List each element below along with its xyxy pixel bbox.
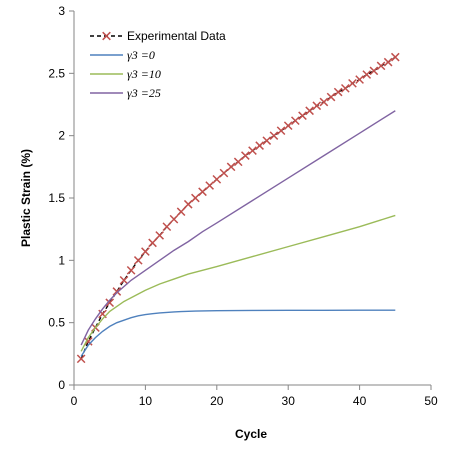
series-0 [76,52,400,364]
data-point-marker [269,131,279,140]
data-point-marker [355,75,364,84]
legend-entry-1: γ3 =0 [90,48,155,62]
x-tick-label: 50 [424,394,438,408]
y-tick-label: 2.5 [48,66,65,80]
data-point-marker [219,168,229,178]
data-point-marker [283,121,293,131]
series-line [80,56,396,360]
y-tick-label: 1.5 [48,191,65,205]
data-point-marker [233,157,243,167]
series-line [80,214,396,352]
data-point-marker [326,92,336,102]
axes: 00.511.522.530 10 20 30 40 50 [48,4,438,408]
data-point-marker [241,151,250,160]
data-point-marker [126,265,136,275]
series-3 [80,110,396,346]
x-tick-label: 0 [71,394,78,408]
y-tick-label: 0 [58,378,65,392]
data-point-marker [262,136,272,145]
data-point-marker [390,52,400,62]
data-point-marker [226,162,236,172]
data-point-marker [276,126,286,136]
legend-label: Experimental Data [127,29,226,43]
data-point-marker [291,116,300,126]
data-point-marker [198,187,207,197]
data-point-marker [155,231,165,240]
x-tick-label: 40 [353,394,367,408]
data-point-marker [176,207,186,217]
data-point-marker [248,146,257,155]
data-point-marker [205,181,214,190]
data-point-marker [112,287,122,296]
legend-entry-0: Experimental Data [90,29,226,43]
data-point-marker [383,57,393,67]
x-tick-label: 30 [282,394,296,408]
y-tick-label: 1 [58,253,65,267]
data-point-marker [376,61,386,71]
legend-label: γ3 =25 [127,86,161,100]
data-point-marker [183,199,193,209]
data-point-marker [212,174,222,184]
x-tick-label: 20 [210,394,224,408]
data-point-marker [340,83,350,93]
data-point-marker [76,354,86,364]
data-point-marker [319,97,329,107]
y-tick-label: 3 [58,4,65,18]
data-point-marker [362,70,372,79]
y-tick-label: 2 [58,129,65,143]
y-axis-title: Plastic Strain (%) [19,149,33,247]
x-tick-label: 10 [139,394,153,408]
legend-label: γ3 =0 [127,48,155,62]
series-line [80,309,396,357]
series-layer [76,52,400,364]
series-1 [80,309,396,357]
data-point-marker [169,214,179,224]
data-point-marker [348,78,357,88]
legend-label: γ3 =10 [127,67,161,81]
data-point-marker [148,238,157,248]
data-point-marker [191,193,200,203]
data-point-marker [133,256,143,265]
data-point-marker [333,87,343,97]
data-point-marker [162,222,172,232]
data-point-marker [119,275,129,285]
data-point-marker [298,111,307,121]
data-point-marker [105,298,115,308]
legend-entry-2: γ3 =10 [90,67,161,81]
data-point-marker [255,141,264,150]
series-2 [80,214,396,352]
data-point-marker [312,101,322,111]
legend: Experimental Data γ3 =0 γ3 =10 γ3 =25 [90,29,226,100]
series-line [80,110,396,346]
data-point-marker [369,66,379,76]
legend-entry-3: γ3 =25 [90,86,161,100]
x-axis-title: Cycle [235,427,267,441]
y-tick-label: 0.5 [48,316,65,330]
data-point-marker [305,106,314,116]
data-point-marker [141,247,150,256]
